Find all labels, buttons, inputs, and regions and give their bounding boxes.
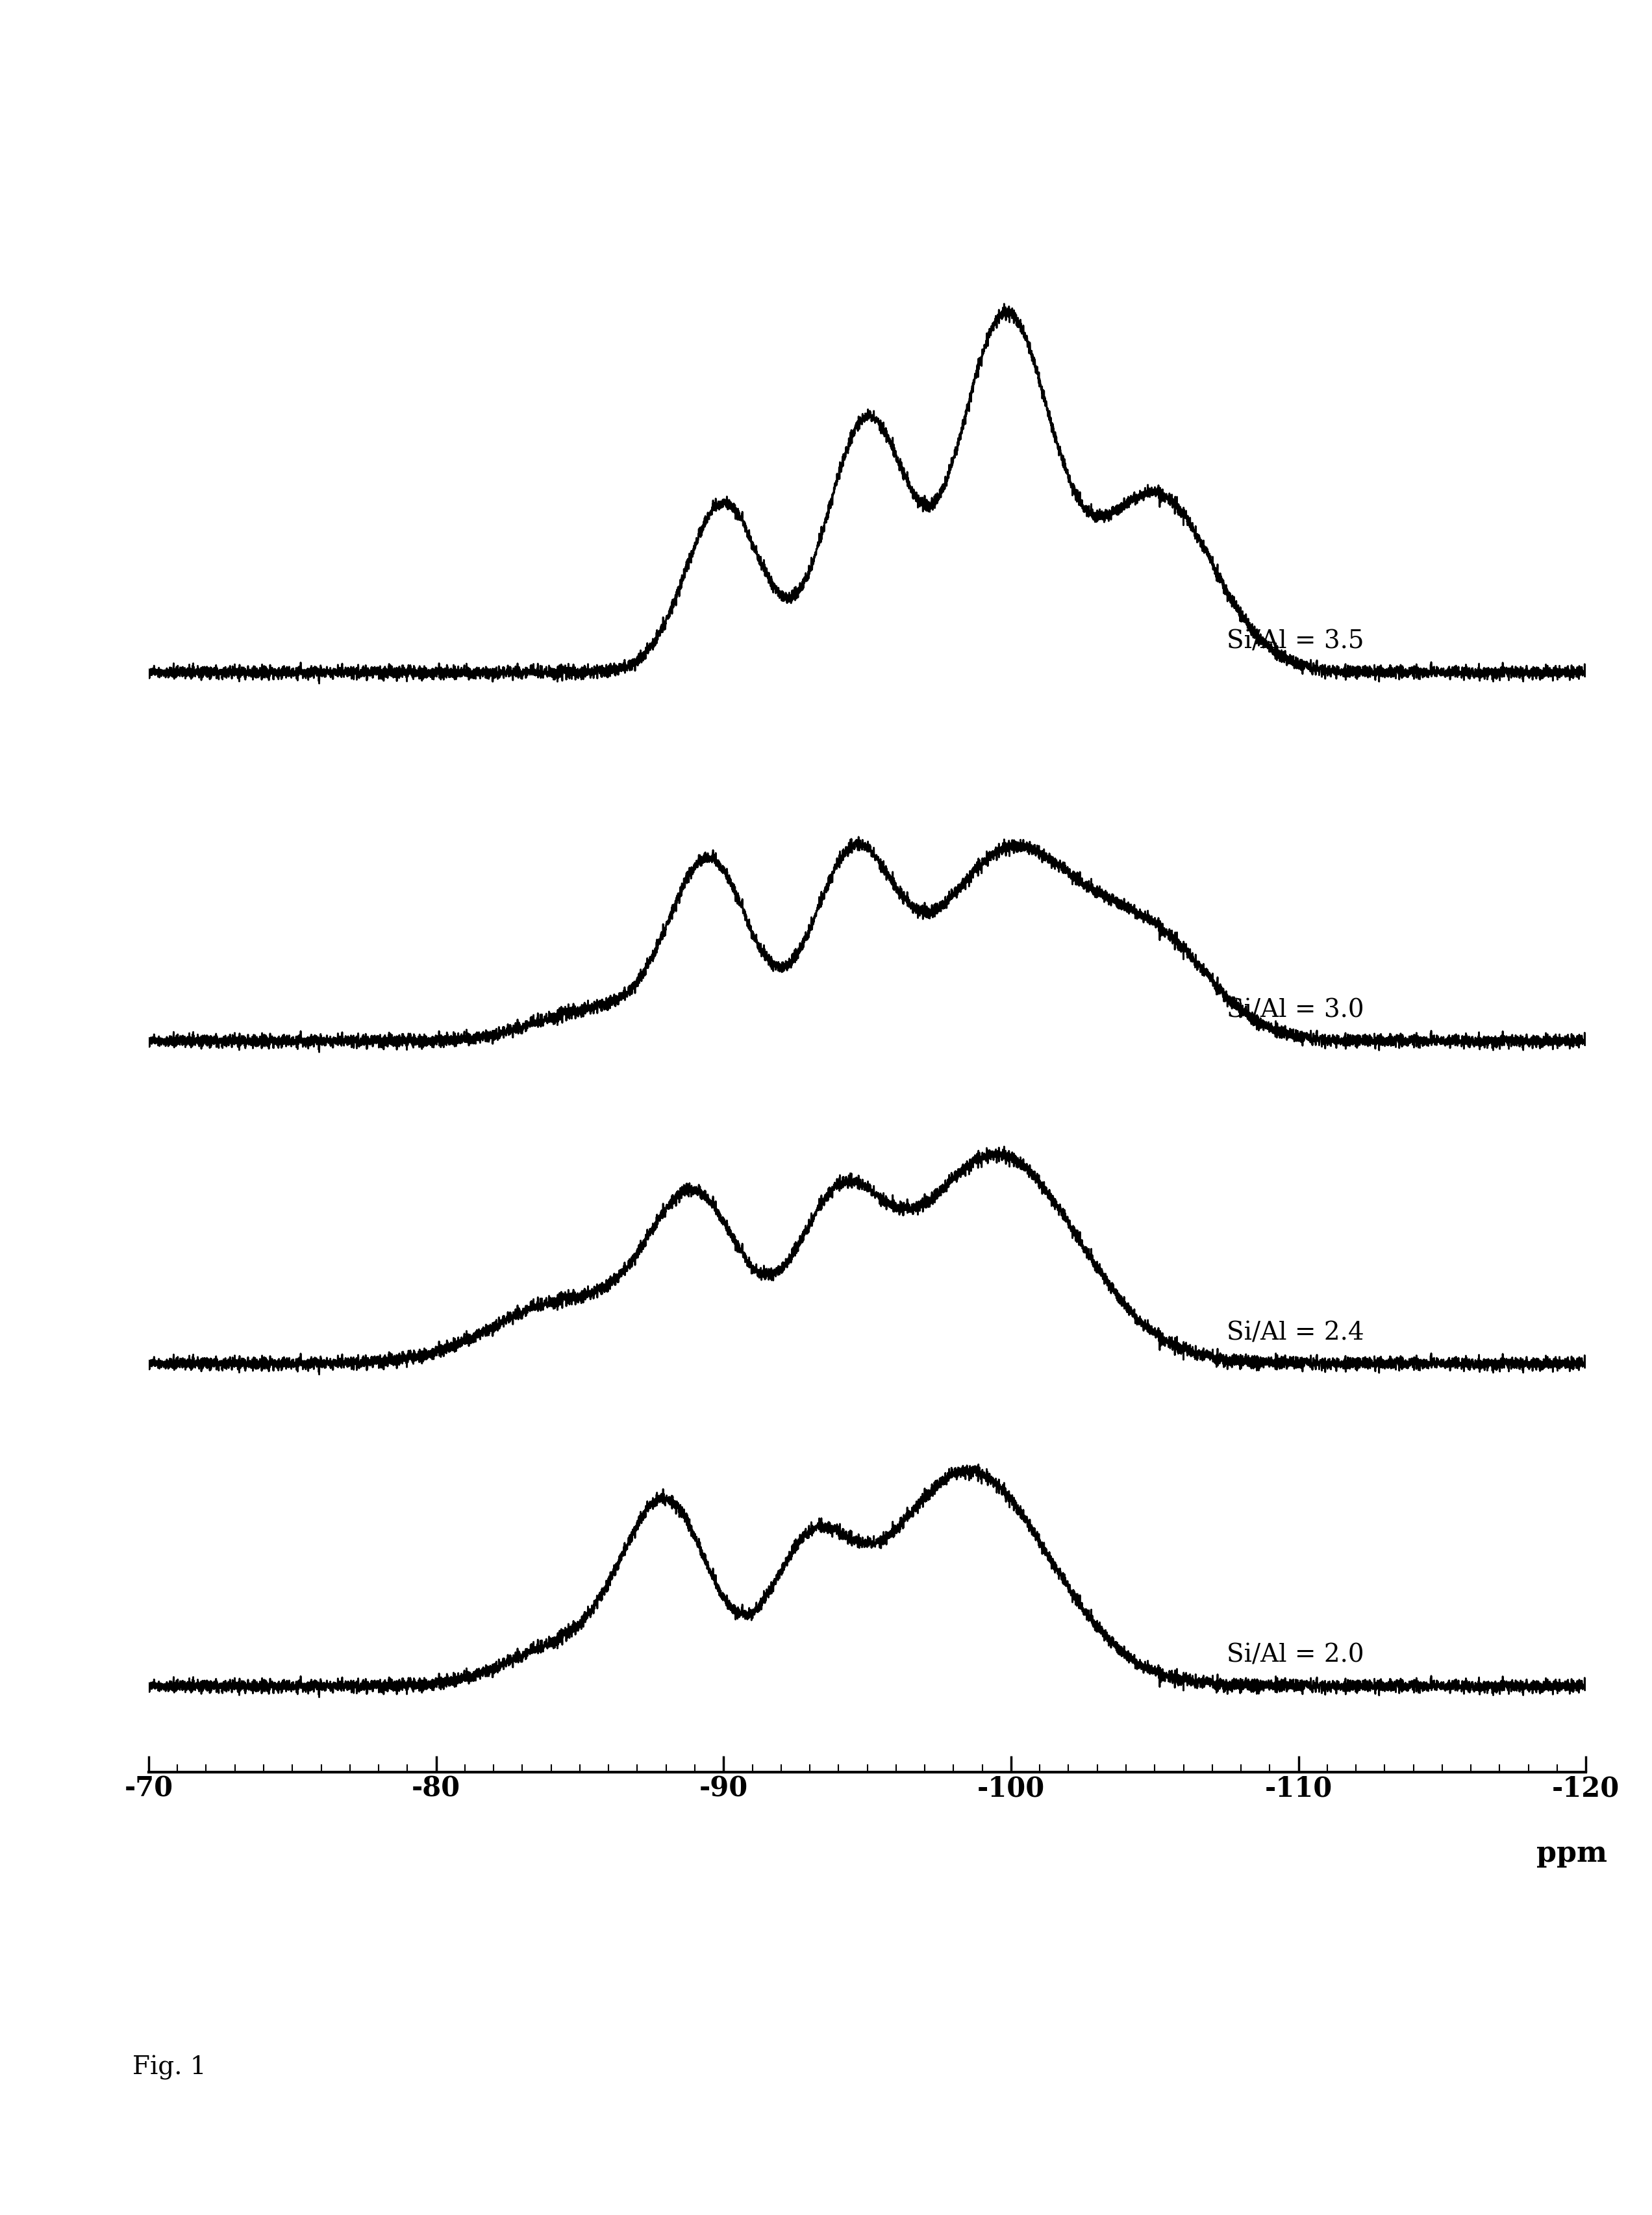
Text: Fig. 1: Fig. 1 bbox=[132, 2056, 206, 2080]
Text: Si/Al = 2.0: Si/Al = 2.0 bbox=[1226, 1644, 1365, 1668]
Text: Si/Al = 2.4: Si/Al = 2.4 bbox=[1226, 1320, 1365, 1345]
Text: ppm: ppm bbox=[1536, 1841, 1607, 1867]
Text: Si/Al = 3.5: Si/Al = 3.5 bbox=[1226, 629, 1365, 653]
Text: Si/Al = 3.0: Si/Al = 3.0 bbox=[1226, 999, 1365, 1023]
